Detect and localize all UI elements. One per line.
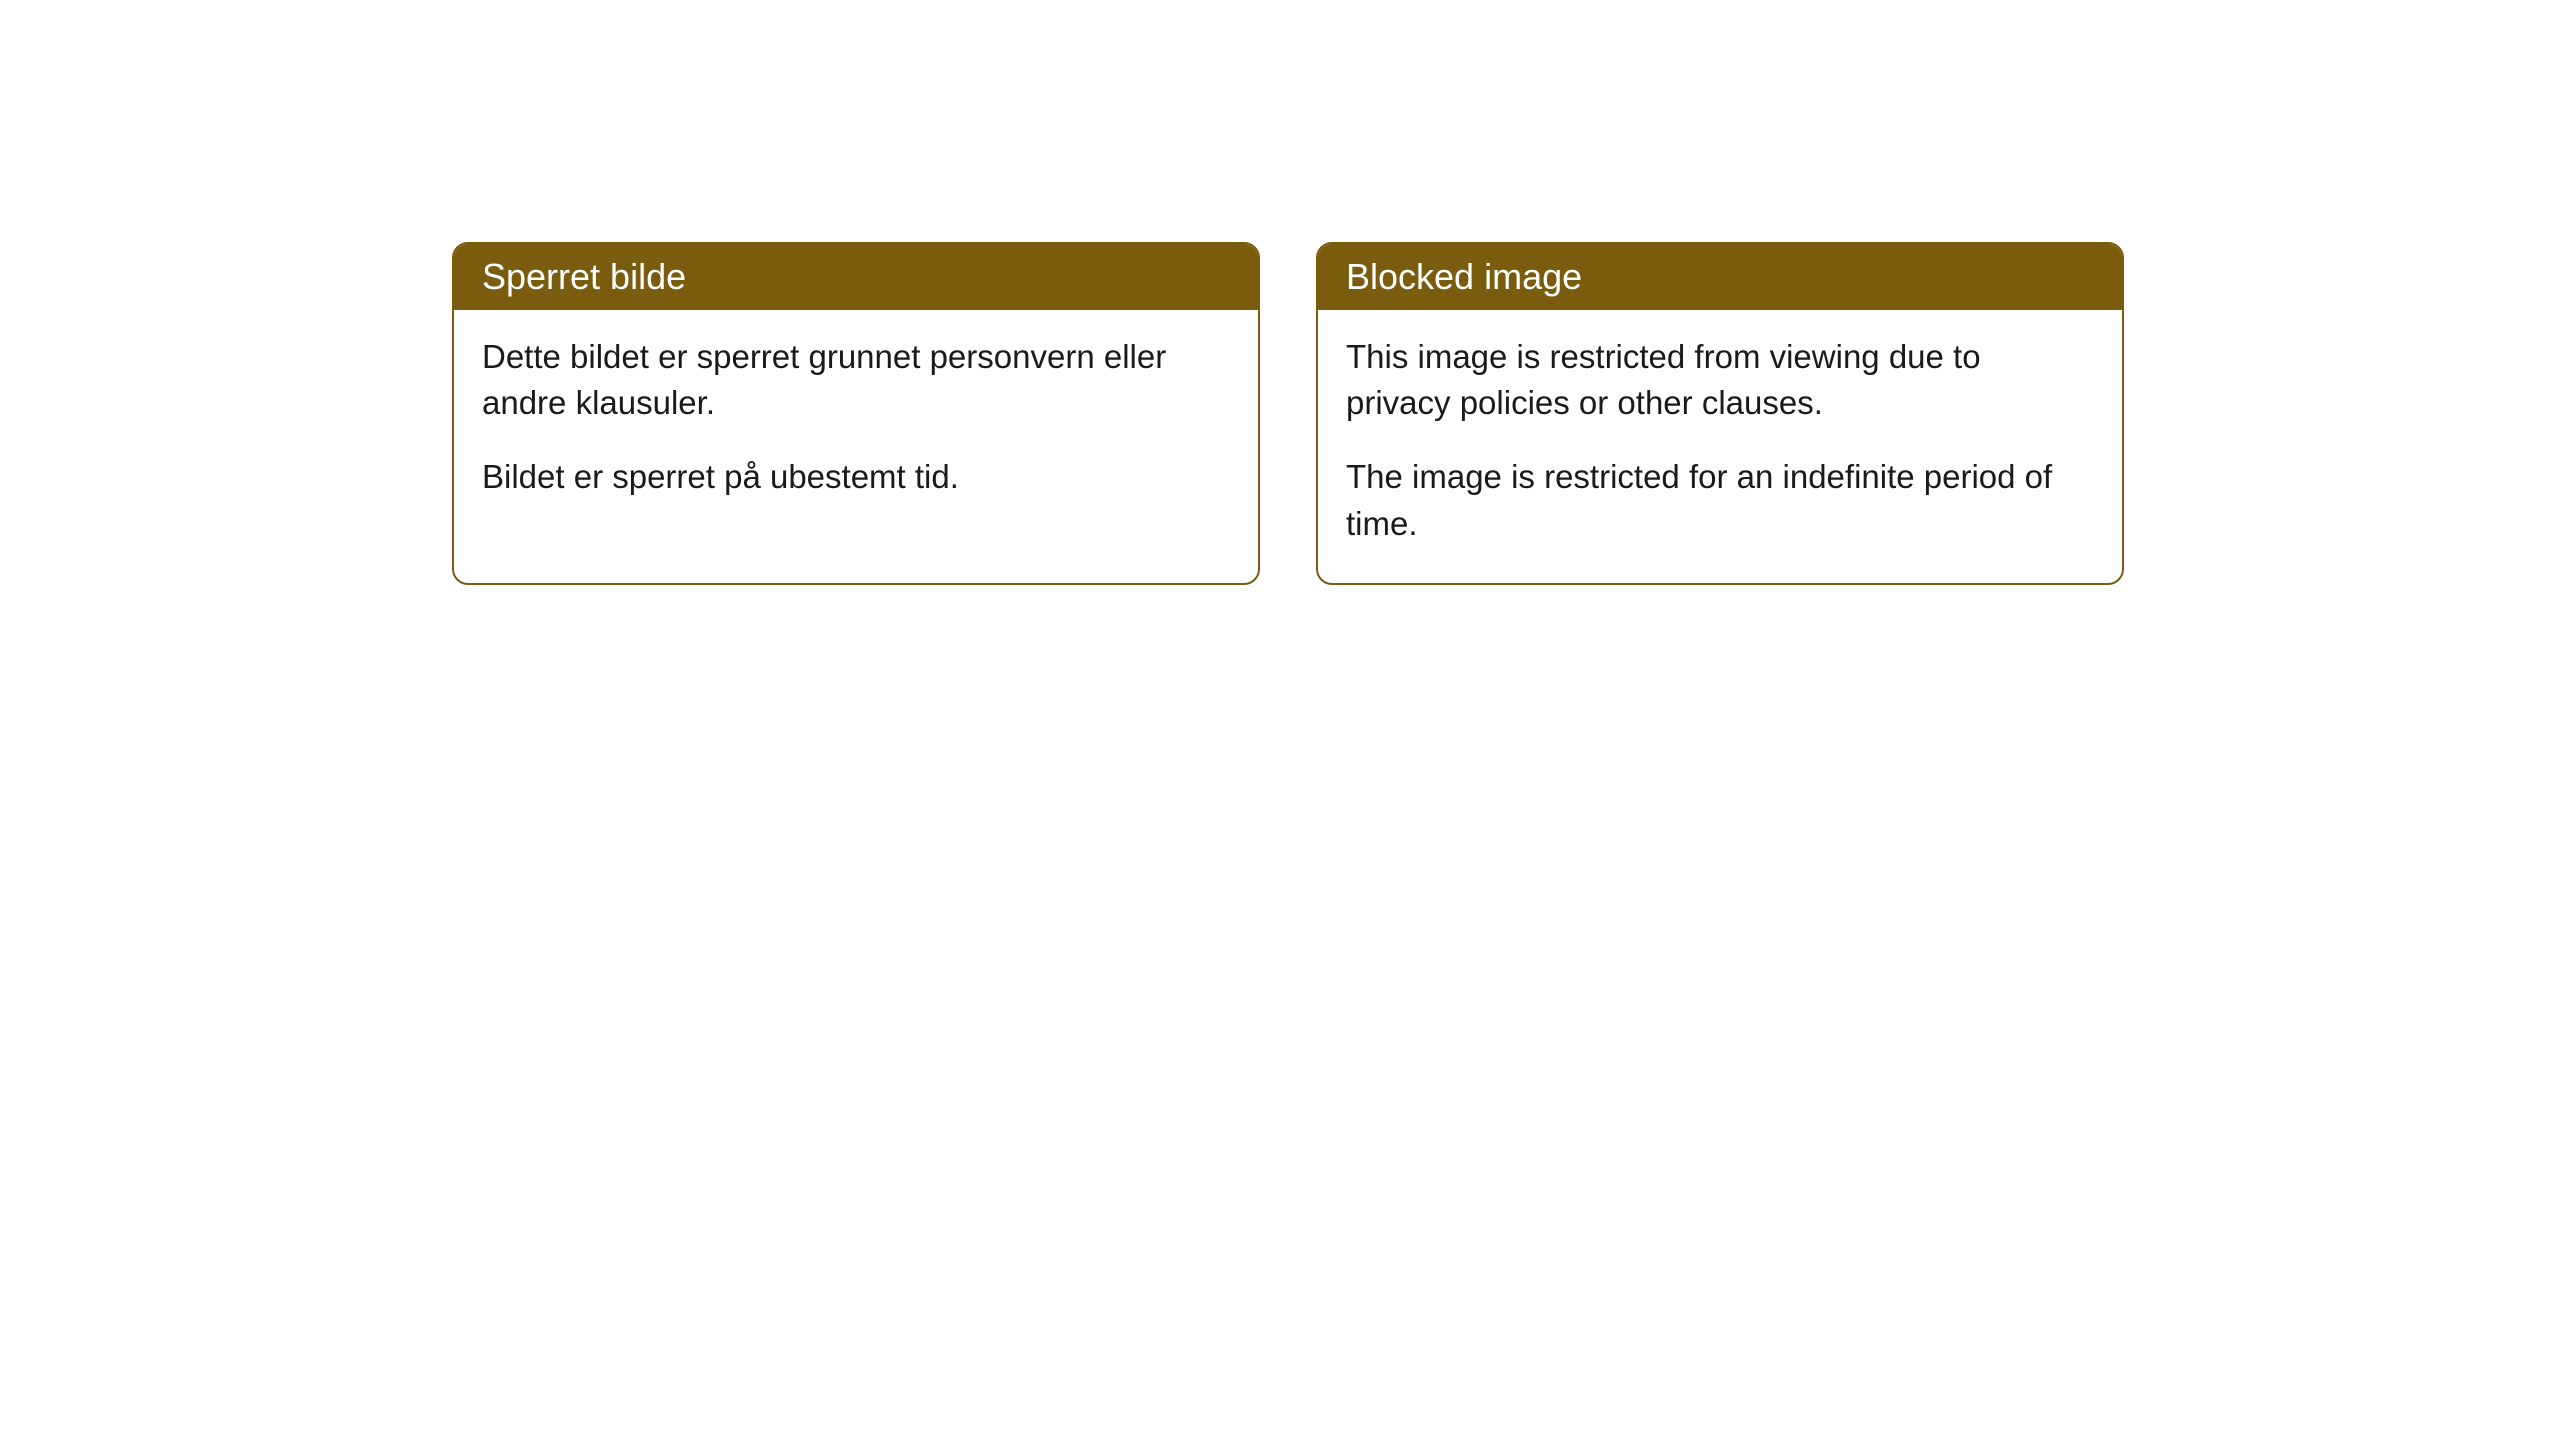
card-paragraph-2-english: The image is restricted for an indefinit…: [1346, 454, 2094, 546]
card-paragraph-2-norwegian: Bildet er sperret på ubestemt tid.: [482, 454, 1230, 500]
notification-cards-container: Sperret bilde Dette bildet er sperret gr…: [452, 242, 2124, 585]
card-paragraph-1-norwegian: Dette bildet er sperret grunnet personve…: [482, 334, 1230, 426]
card-body-norwegian: Dette bildet er sperret grunnet personve…: [454, 310, 1258, 537]
card-header-english: Blocked image: [1318, 244, 2122, 310]
blocked-image-card-english: Blocked image This image is restricted f…: [1316, 242, 2124, 585]
blocked-image-card-norwegian: Sperret bilde Dette bildet er sperret gr…: [452, 242, 1260, 585]
card-title-english: Blocked image: [1346, 256, 1582, 297]
card-title-norwegian: Sperret bilde: [482, 256, 686, 297]
card-body-english: This image is restricted from viewing du…: [1318, 310, 2122, 583]
card-paragraph-1-english: This image is restricted from viewing du…: [1346, 334, 2094, 426]
card-header-norwegian: Sperret bilde: [454, 244, 1258, 310]
